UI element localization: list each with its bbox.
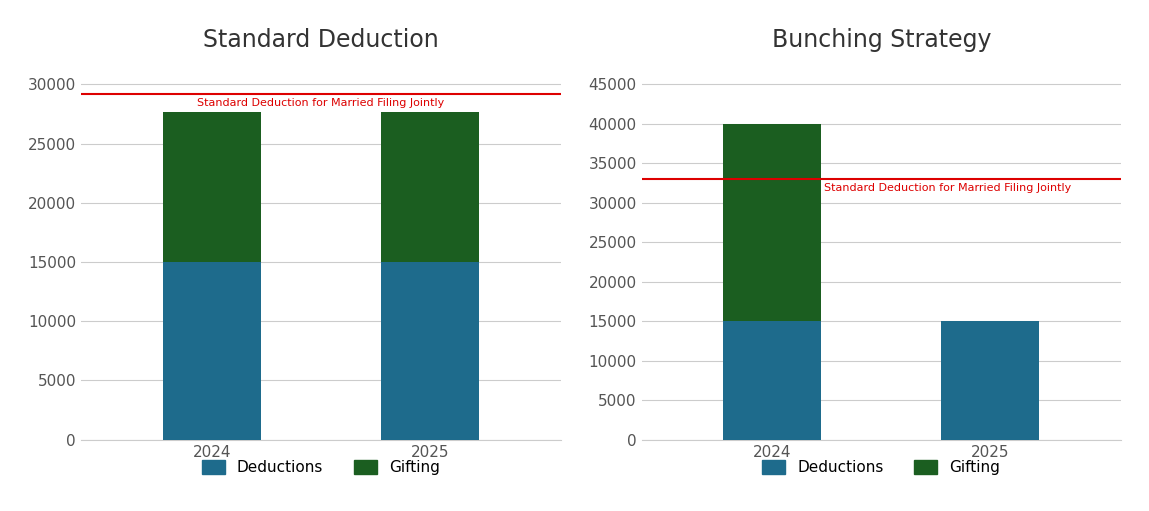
Bar (723, 321, 822, 439)
Text: Standard Deduction for Married Filing Jointly: Standard Deduction for Married Filing Jo… (198, 98, 445, 108)
Bar (941, 321, 1040, 439)
Legend: Deductions, Gifting: Deductions, Gifting (756, 454, 1007, 481)
Bar (723, 124, 822, 321)
Bar (380, 262, 479, 439)
Title: Standard Deduction: Standard Deduction (203, 28, 439, 52)
Bar (163, 111, 261, 262)
Text: Standard Deduction for Married Filing Jointly: Standard Deduction for Married Filing Jo… (824, 183, 1071, 193)
Bar (163, 262, 261, 439)
Legend: Deductions, Gifting: Deductions, Gifting (195, 454, 446, 481)
Bar (380, 111, 479, 262)
Title: Bunching Strategy: Bunching Strategy (772, 28, 992, 52)
